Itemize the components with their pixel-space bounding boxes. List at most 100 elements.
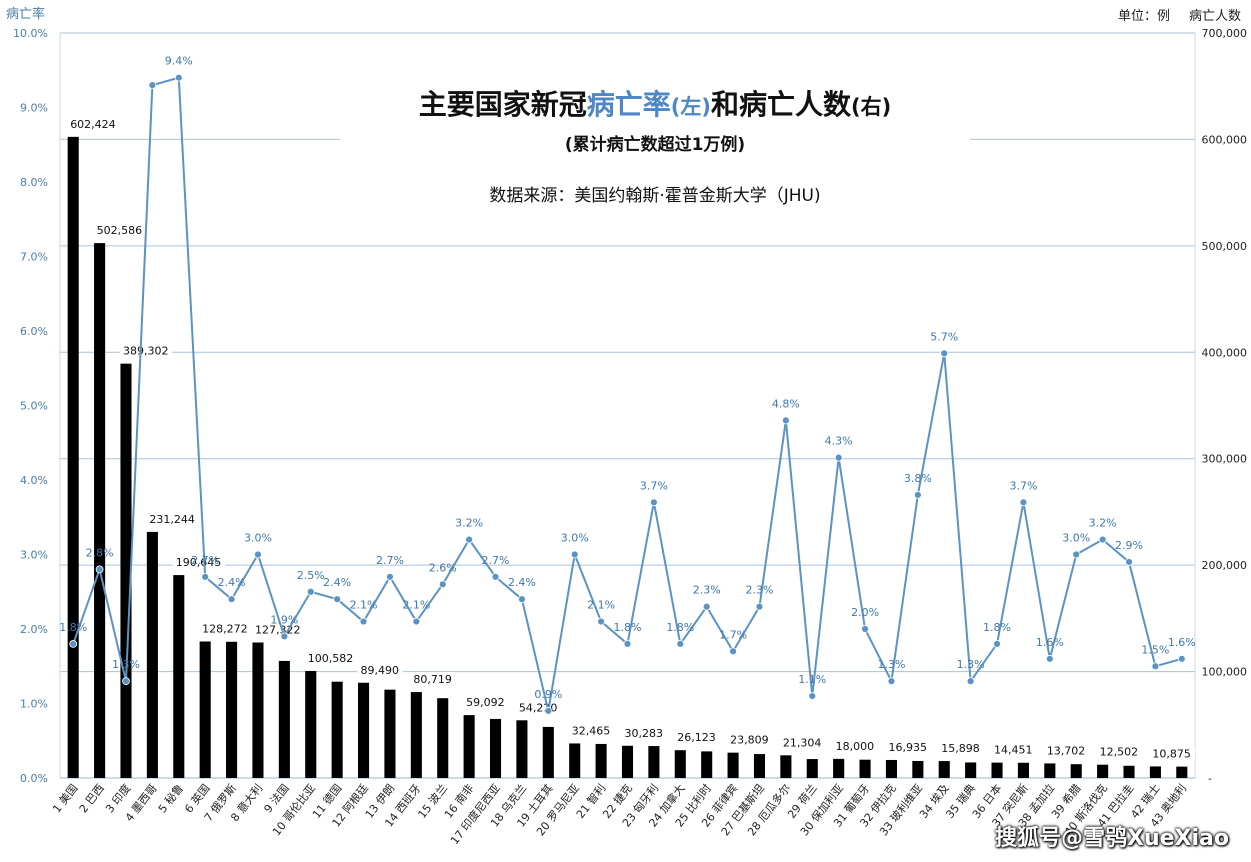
bar-data-label: 190,645	[176, 556, 222, 569]
right-tick-label: -	[1208, 772, 1212, 785]
rate-data-label: 2.6%	[429, 561, 457, 574]
rate-data-label: 4.3%	[825, 435, 853, 448]
rate-point	[623, 640, 632, 648]
rate-point	[1072, 550, 1081, 559]
right-tick-label: 100,000	[1202, 666, 1248, 679]
left-tick-label: 0.0%	[20, 772, 48, 785]
right-tick-label: 600,000	[1202, 133, 1248, 146]
bar-data-label: 59,092	[466, 696, 505, 709]
bar	[1044, 763, 1056, 778]
rate-point	[781, 416, 790, 425]
rate-point	[333, 595, 342, 604]
rate-data-label: 2.3%	[693, 584, 721, 597]
rate-point	[597, 617, 606, 626]
rate-data-label: 2.7%	[482, 554, 510, 567]
bar-data-label: 32,465	[572, 724, 611, 737]
rate-point	[913, 490, 922, 499]
rate-data-label: 2.8%	[86, 546, 114, 559]
left-tick-label: 7.0%	[20, 251, 48, 264]
rate-data-label: 2.5%	[297, 569, 325, 582]
rate-data-label: 3.7%	[1009, 479, 1037, 492]
rate-data-label: 1.6%	[1036, 636, 1064, 649]
line-data-labels: 1.8%2.8%1.3%9.4%2.7%2.4%3.0%1.9%2.5%2.4%…	[59, 55, 1196, 701]
bar-data-label: 10,875	[1152, 747, 1191, 760]
bar	[1017, 762, 1029, 778]
bar-label-bg	[938, 741, 984, 757]
bar-data-label: 128,272	[202, 622, 248, 635]
rate-data-label: 1.7%	[719, 628, 747, 641]
rate-data-label: 2.4%	[323, 576, 351, 589]
bar	[542, 726, 554, 778]
rate-point	[386, 572, 394, 581]
bar	[331, 681, 343, 778]
unit-label: 单位：例	[1118, 9, 1170, 24]
rate-data-label: 1.8%	[983, 621, 1011, 634]
bar-label-bg	[1096, 744, 1143, 760]
bar	[621, 745, 634, 778]
bar-label-bg	[1149, 746, 1196, 762]
rate-data-label: 0.9%	[534, 688, 562, 701]
bar	[410, 692, 422, 778]
rate-point	[993, 640, 1001, 648]
bar-label-bg	[1043, 743, 1090, 759]
rate-point	[702, 602, 711, 611]
bar-data-label: 502,586	[97, 224, 142, 237]
rate-data-label: 1.3%	[877, 658, 905, 671]
bar-data-label: 30,283	[625, 727, 664, 740]
bar	[648, 746, 660, 778]
rate-point	[755, 602, 764, 611]
rate-data-label: 2.9%	[1115, 539, 1143, 552]
bar	[569, 743, 581, 778]
bar-data-label: 389,302	[123, 345, 169, 358]
rate-data-label: 2.7%	[376, 554, 404, 567]
right-axis-ticks: - 100,000 200,000 300,000 400,000 500,000 600,…	[1202, 27, 1248, 785]
bar-data-label: 16,935	[888, 741, 927, 754]
bar	[1149, 766, 1161, 778]
bar-data-label: 602,424	[70, 118, 116, 131]
bar-label-bg	[463, 695, 509, 711]
bar	[965, 762, 977, 778]
bar-label-bg	[67, 116, 120, 132]
bar	[1097, 764, 1109, 778]
bar	[463, 715, 475, 778]
rate-point	[122, 677, 130, 686]
rate-data-label: 2.1%	[350, 599, 378, 612]
rate-point	[887, 677, 896, 686]
bar-data-label: 14,451	[994, 744, 1033, 757]
left-axis-title: 病亡率	[6, 6, 45, 22]
right-tick-label: 700,000	[1202, 27, 1248, 40]
bar-data-label: 89,490	[361, 664, 400, 677]
bar-series	[67, 136, 1188, 778]
rate-data-label: 1.5%	[1141, 643, 1169, 656]
bar	[120, 363, 132, 778]
bar-label-bg	[93, 223, 146, 239]
bar	[912, 760, 924, 778]
rate-data-label: 2.0%	[851, 606, 879, 619]
bar	[674, 750, 686, 778]
rate-data-label: 3.8%	[904, 472, 932, 485]
rate-data-label: 3.2%	[455, 517, 483, 530]
rate-point	[465, 535, 474, 544]
bar	[516, 720, 528, 778]
bar	[753, 754, 766, 778]
rate-data-label: 1.3%	[957, 658, 985, 671]
rate-point	[1098, 535, 1107, 544]
rate-point	[861, 625, 869, 633]
bar-data-label: 21,304	[783, 736, 822, 749]
bar-data-label: 80,719	[413, 673, 452, 686]
rate-data-label: 2.4%	[508, 576, 536, 589]
bar-label-bg	[119, 343, 173, 359]
rate-point	[227, 595, 236, 604]
rate-data-label: 3.0%	[1062, 532, 1090, 545]
rate-point	[518, 595, 526, 604]
line-series	[69, 73, 1186, 715]
rate-data-label: 1.8%	[666, 621, 694, 634]
rate-point	[649, 498, 658, 507]
bar	[173, 575, 185, 778]
bar-label-bg	[304, 650, 357, 666]
bar-label-bg	[885, 739, 932, 755]
rate-point	[1045, 654, 1054, 663]
bar	[806, 759, 818, 778]
rate-data-label: 2.1%	[587, 599, 615, 612]
